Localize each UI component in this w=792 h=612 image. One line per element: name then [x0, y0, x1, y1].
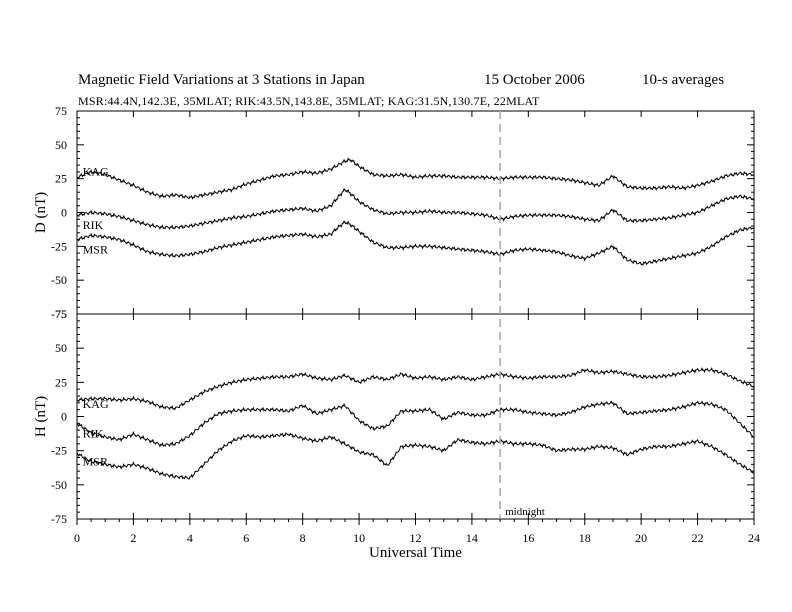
x-tick-label: 2 [130, 531, 136, 545]
y-tick-label: 50 [55, 341, 67, 355]
x-tick-label: 12 [410, 531, 422, 545]
x-tick-label: 0 [74, 531, 80, 545]
series-line-rik [76, 188, 755, 230]
y-axis-label: H (nT) [33, 396, 49, 437]
y-tick-label: 25 [55, 375, 67, 389]
x-tick-label: 24 [748, 531, 760, 545]
y-axis-label: D (nT) [33, 192, 49, 233]
chart-averaging-note: 10-s averages [642, 72, 725, 88]
midnight-marker: midnight [499, 111, 545, 519]
y-tick-label: -25 [51, 239, 67, 253]
x-tick-label: 10 [353, 531, 365, 545]
series-label-kag: KAG [83, 397, 109, 411]
x-tick-label: 18 [579, 531, 591, 545]
x-tick-label: 20 [635, 531, 647, 545]
y-tick-label: -50 [51, 478, 67, 492]
panel-horizontal: 75 50 25 0 -25 -50 -75 H (nT) KAG RIK MSR [33, 307, 755, 526]
chart-title: Magnetic Field Variations at 3 Stations … [78, 72, 365, 88]
y-tick-label: 0 [61, 206, 67, 220]
panel-h-frame [76, 313, 755, 520]
y-tick-label: 75 [55, 307, 67, 321]
series-line-rik [76, 400, 755, 448]
x-tick-label: 6 [243, 531, 249, 545]
series-line-msr [76, 432, 755, 480]
station-coordinates-subtitle: MSR:44.4N,142.3E, 35MLAT; RIK:43.5N,143.… [78, 94, 540, 108]
x-axis-label: Universal Time [369, 545, 462, 561]
x-tick-label: 16 [522, 531, 534, 545]
series-label-rik: RIK [83, 426, 104, 440]
x-tick-label: 8 [300, 531, 306, 545]
y-tick-label: -50 [51, 273, 67, 287]
y-tick-label: 75 [55, 104, 67, 118]
y-tick-label: 25 [55, 172, 67, 186]
y-tick-label: -25 [51, 444, 67, 458]
y-tick-label: 0 [61, 410, 67, 424]
x-tick-label: 22 [692, 531, 704, 545]
series-label-msr: MSR [83, 243, 108, 257]
midnight-label: midnight [505, 506, 545, 518]
x-tick-label: 14 [466, 531, 478, 545]
series-line-kag [76, 367, 755, 411]
y-tick-label: -75 [51, 307, 67, 321]
panel-declination: 75 50 25 0 -25 -50 -75 D (nT) KAG RIK MSR [33, 104, 755, 321]
x-tick-label: 4 [187, 531, 193, 545]
chart-date: 15 October 2006 [484, 72, 585, 88]
y-tick-label: -75 [51, 512, 67, 526]
y-tick-label: 50 [55, 138, 67, 152]
series-label-msr: MSR [83, 454, 108, 468]
series-line-msr [76, 220, 755, 266]
series-label-kag: KAG [83, 164, 109, 178]
series-label-rik: RIK [83, 218, 104, 232]
series-line-kag [76, 157, 755, 200]
panel-d-frame [76, 110, 755, 315]
